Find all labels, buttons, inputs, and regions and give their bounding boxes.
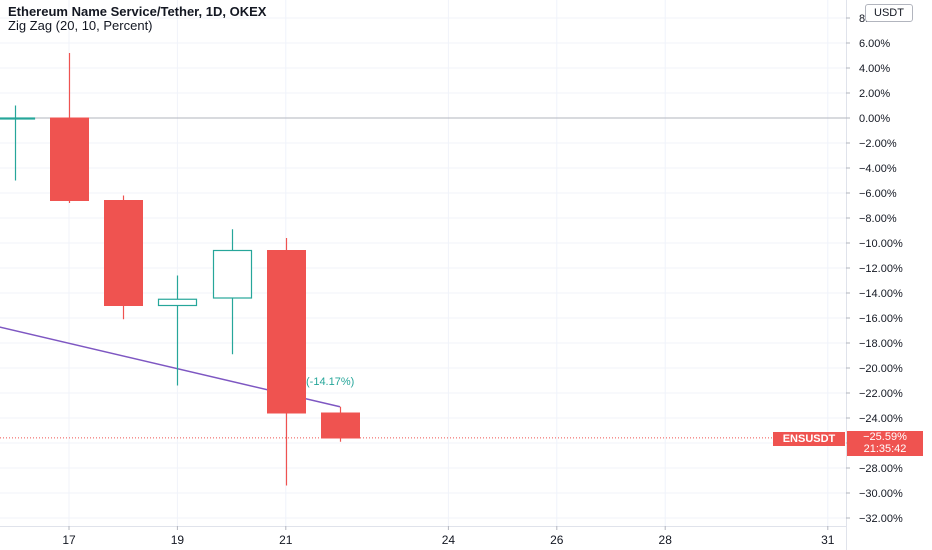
currency-button[interactable]: USDT [865, 4, 913, 22]
y-tick-label: −6.00% [859, 188, 897, 200]
candle [157, 275, 198, 386]
candle [212, 229, 253, 355]
y-tick-label: −8.00% [859, 213, 897, 225]
x-tick-label: 24 [442, 533, 456, 547]
x-tick-label: 28 [659, 533, 673, 547]
symbol-badge: ENSUSDT [773, 432, 845, 446]
candle [267, 238, 306, 486]
y-tick-label: −2.00% [859, 138, 897, 150]
y-tick-label: −22.00% [859, 388, 903, 400]
y-tick-label: −4.00% [859, 163, 897, 175]
candle [0, 105, 36, 181]
x-tick-label: 19 [171, 533, 185, 547]
y-tick-label: −28.00% [859, 463, 903, 475]
time-scale[interactable]: 17 19 21 24 26 28 31 [0, 526, 846, 547]
candles [0, 53, 360, 486]
candle [321, 406, 360, 442]
y-tick-label: 0.00% [859, 113, 890, 125]
y-tick-label: −12.00% [859, 263, 903, 275]
y-tick-label: −16.00% [859, 313, 903, 325]
y-tick-label: −18.00% [859, 338, 903, 350]
x-tick-label: 26 [550, 533, 564, 547]
candle-body [0, 117, 36, 120]
y-tick-label: 2.00% [859, 88, 890, 100]
x-tick-label: 17 [62, 533, 76, 547]
y-tick-label: −30.00% [859, 488, 903, 500]
y-tick-label: 6.00% [859, 38, 890, 50]
candle-body [157, 298, 198, 307]
last-price-badge: −25.59% 21:35:42 [847, 431, 923, 456]
x-tick-label: 21 [279, 533, 293, 547]
candle-body [267, 250, 306, 414]
y-tick-label: −10.00% [859, 238, 903, 250]
bar-countdown: 21:35:42 [863, 443, 907, 455]
candle-body [321, 412, 360, 439]
y-tick-label: −24.00% [859, 413, 903, 425]
candle [50, 53, 89, 203]
candle [104, 195, 143, 320]
x-tick-label: 31 [821, 533, 835, 547]
indicator-legend[interactable]: Zig Zag (20, 10, Percent) [8, 18, 153, 33]
y-tick-label: −20.00% [859, 363, 903, 375]
y-tick-label: 4.00% [859, 63, 890, 75]
candle-body [50, 117, 89, 201]
price-change-value: −25.59% [863, 431, 907, 443]
chart-title: Ethereum Name Service/Tether, 1D, OKEX [8, 4, 267, 19]
y-tick-label: −14.00% [859, 288, 903, 300]
candle-body [104, 200, 143, 306]
zigzag-label: (-14.17%) [306, 376, 355, 388]
candle-body [212, 249, 253, 299]
price-scale[interactable]: 8.00%6.00%4.00%2.00%0.00%−2.00%−4.00%−6.… [846, 0, 903, 550]
y-tick-label: −32.00% [859, 513, 903, 525]
